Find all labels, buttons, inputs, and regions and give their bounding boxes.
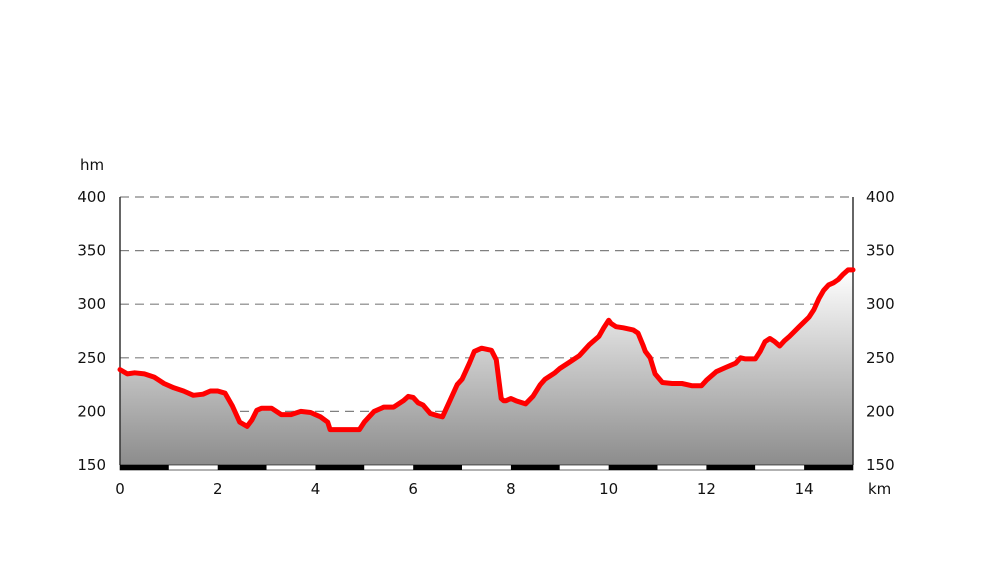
scale-segment <box>168 465 218 470</box>
scale-segment <box>657 465 707 470</box>
x-tick-label: 0 <box>115 480 125 498</box>
y-unit-label: hm <box>80 156 104 174</box>
scale-segment <box>217 465 267 470</box>
x-tick-label: 12 <box>697 480 716 498</box>
x-tick-label: 14 <box>795 480 814 498</box>
scale-segment <box>559 465 609 470</box>
scale-segment <box>706 465 756 470</box>
scale-segment <box>266 465 316 470</box>
scale-segment <box>510 465 560 470</box>
tick-labels: 150 150 200 200 250 250 300 300 350 350 400 400 0 2 4 6… <box>77 188 894 498</box>
scale-segment <box>462 465 511 470</box>
y-tick-label-left: 400 <box>77 188 106 206</box>
y-tick-label-right: 300 <box>866 295 895 313</box>
axes <box>119 197 854 465</box>
x-tick-label: 4 <box>311 480 321 498</box>
scale-segment <box>413 465 463 470</box>
y-tick-label-left: 250 <box>77 349 106 367</box>
y-tick-label-left: 200 <box>77 402 106 420</box>
y-tick-label-right: 150 <box>866 456 895 474</box>
scale-segment <box>804 465 853 470</box>
scale-segment <box>120 465 169 470</box>
y-tick-label-right: 350 <box>866 242 895 260</box>
y-tick-label-left: 350 <box>77 242 106 260</box>
elevation-profile-line <box>117 267 856 433</box>
y-tick-label-right: 400 <box>866 188 895 206</box>
scale-bar-outline <box>119 464 854 471</box>
distance-scale-bar <box>119 464 854 471</box>
elevation-area-fill <box>120 269 853 465</box>
x-unit-label: km <box>868 480 891 498</box>
scale-segment <box>755 465 805 470</box>
x-tick-label: 2 <box>213 480 223 498</box>
y-tick-label-left: 300 <box>77 295 106 313</box>
y-tick-label-left: 150 <box>77 456 106 474</box>
y-tick-label-right: 250 <box>866 349 895 367</box>
scale-segment <box>608 465 658 470</box>
x-tick-label: 8 <box>506 480 516 498</box>
x-tick-label: 10 <box>599 480 618 498</box>
y-tick-label-right: 200 <box>866 402 895 420</box>
scale-segment <box>364 465 414 470</box>
x-tick-label: 6 <box>408 480 418 498</box>
scale-segment <box>315 465 365 470</box>
